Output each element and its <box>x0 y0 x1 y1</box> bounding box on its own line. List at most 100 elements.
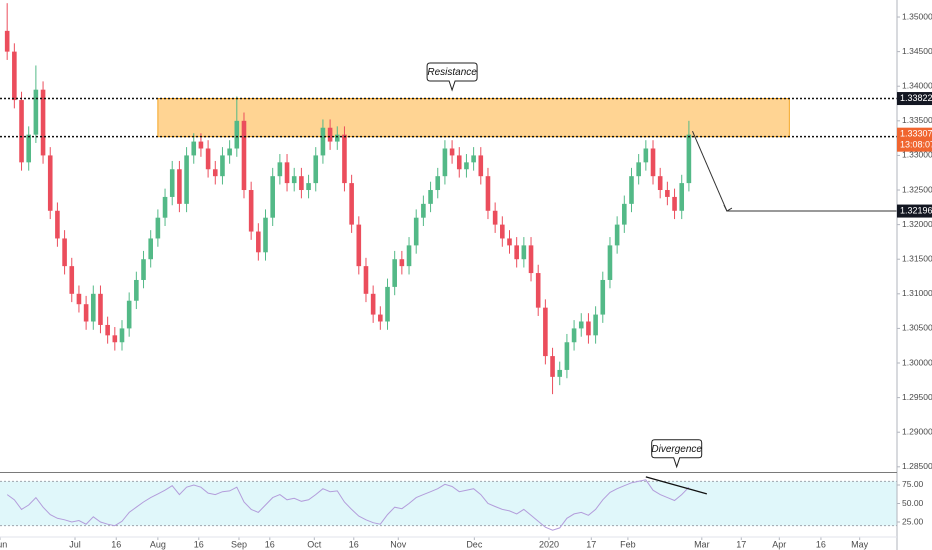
y-tick-label: 1.31000 <box>902 288 932 298</box>
candle-body <box>256 231 261 253</box>
candle-body <box>378 314 383 322</box>
x-tick-label: 16 <box>111 539 121 549</box>
candle-body <box>291 176 297 184</box>
candle-body <box>471 155 476 163</box>
candle-body <box>69 266 75 294</box>
candle-body <box>492 210 498 225</box>
x-tick-label: 2020 <box>539 539 559 549</box>
plot-area: Jun Jul 16 Aug 16 Sep 16 Oct 16 Nov Dec 2020 17 Feb Ma… <box>0 3 897 549</box>
x-tick-label: Apr <box>772 539 786 549</box>
candle-body <box>83 304 89 322</box>
candle-body <box>370 293 376 315</box>
x-tick-label: Nov <box>390 539 407 549</box>
candle-body <box>205 148 211 170</box>
candle-body <box>500 224 505 239</box>
candle-body <box>220 155 225 177</box>
candle-body <box>33 89 39 135</box>
rsi-line <box>6 479 690 531</box>
y-tick-label: 1.31500 <box>902 253 932 263</box>
candle-body <box>672 196 677 211</box>
candle-body <box>657 176 663 191</box>
y-tick-label: 1.30000 <box>902 357 932 367</box>
candle-body <box>284 162 290 184</box>
y-tick-label: 1.33500 <box>902 115 932 125</box>
y-tick-label: 1.34000 <box>902 80 932 90</box>
candle-body <box>557 369 563 377</box>
x-tick-label: May <box>851 539 869 549</box>
candle-body <box>40 89 46 156</box>
candle-body <box>327 127 333 142</box>
candle-body <box>263 217 268 253</box>
candle-body <box>155 217 161 239</box>
candle-body <box>456 155 462 170</box>
candle-body <box>686 134 692 184</box>
candle-body <box>478 155 484 177</box>
candle-body <box>643 148 649 163</box>
candle-body <box>665 190 670 197</box>
candle-body <box>12 51 17 101</box>
candle-body <box>198 141 204 149</box>
candle-body <box>342 134 347 184</box>
resistance-zone <box>157 98 790 138</box>
x-tick-label: Mar <box>694 539 710 549</box>
x-tick-label: 16 <box>349 539 359 549</box>
candle-body <box>26 134 32 163</box>
target-label: 1.32196 <box>900 205 932 215</box>
x-tick-label: 17 <box>586 539 596 549</box>
price-label-box <box>897 92 932 106</box>
candle-body <box>629 176 634 204</box>
candle-body <box>191 141 197 156</box>
candle-body <box>105 324 110 336</box>
y-tick-label: 1.32000 <box>902 219 932 229</box>
y-tick-label: 1.32500 <box>902 184 932 194</box>
projection-arrow <box>692 131 728 212</box>
candle-body <box>428 190 433 204</box>
callout <box>651 439 703 469</box>
candle-body <box>313 155 319 184</box>
candle-body <box>55 210 60 239</box>
candle-body <box>306 183 311 191</box>
candle-body <box>650 148 656 177</box>
candle-body <box>248 190 254 232</box>
candle-body <box>19 100 24 163</box>
x-tick-label: Jul <box>69 539 81 549</box>
x-tick-label: 16 <box>265 539 275 549</box>
y-tick-label: 1.28500 <box>902 461 932 471</box>
candle-body <box>363 266 369 294</box>
y-tick-label: 1.34500 <box>902 46 932 56</box>
callout-text: Resistance <box>427 67 477 78</box>
candle-body <box>578 321 584 329</box>
candle-body <box>162 196 168 218</box>
candle-body <box>636 162 641 177</box>
candle-body <box>600 279 606 315</box>
last-price-label: 1.33307 <box>900 129 932 139</box>
y-tick-label: 1.35000 <box>902 11 932 21</box>
candle-body <box>571 328 577 343</box>
x-tick-label: Aug <box>150 539 166 549</box>
candle-body <box>385 286 390 322</box>
x-tick-label: 16 <box>816 539 826 549</box>
y-tick-label: 1.30500 <box>902 323 932 333</box>
countdown: 13:08:07 <box>900 140 932 150</box>
candle-body <box>334 134 340 142</box>
candle-body <box>299 176 304 191</box>
x-tick-label: Sep <box>231 539 247 549</box>
candle-body <box>514 245 519 260</box>
x-tick-label: 16 <box>194 539 204 549</box>
candle-body <box>521 245 527 260</box>
candle-body <box>270 176 275 218</box>
candle-body <box>148 238 153 260</box>
candle-body <box>90 293 96 322</box>
candle-body <box>413 217 419 246</box>
candle-body <box>535 273 541 308</box>
candle-body <box>126 300 132 329</box>
candle-body <box>47 155 53 211</box>
x-tick-label: Jun <box>0 539 7 549</box>
y-tick-label: 1.33000 <box>902 150 932 160</box>
candle-body <box>449 148 455 156</box>
candle-body <box>464 162 469 170</box>
candle-body <box>141 259 146 280</box>
candle-body <box>421 203 426 218</box>
candle-body <box>607 245 613 280</box>
